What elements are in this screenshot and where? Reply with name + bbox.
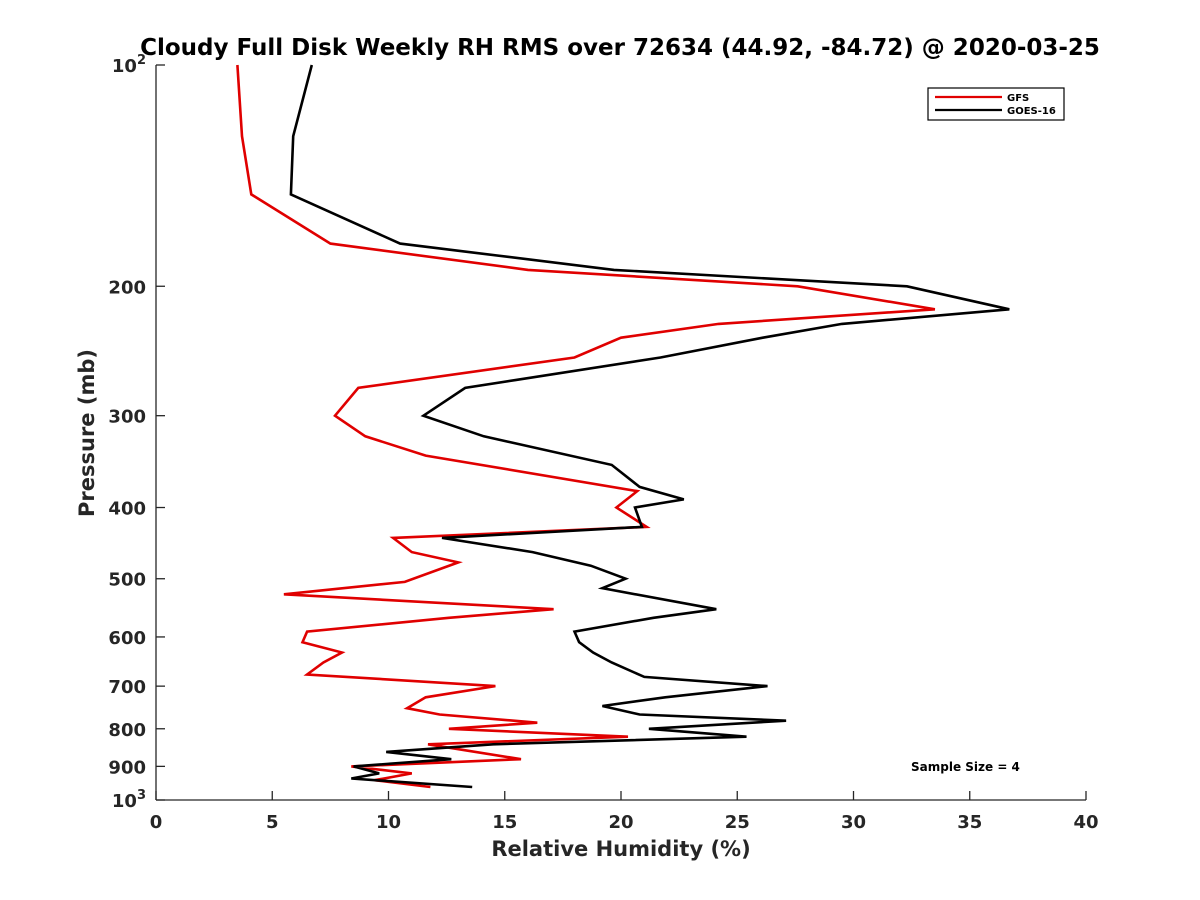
y-tick-label: 900 <box>108 757 146 778</box>
x-tick-label: 40 <box>1073 812 1098 833</box>
x-axis-ticks: 0 5 10 15 20 25 30 35 40 <box>150 791 1099 833</box>
sample-size-annotation: Sample Size = 4 <box>911 760 1020 774</box>
legend-label-goes16: GOES-16 <box>1007 106 1056 117</box>
y-tick-label: 800 <box>108 720 146 741</box>
series-line-goes16 <box>289 64 1010 789</box>
legend-box <box>927 87 1065 121</box>
x-tick-label: 20 <box>608 812 633 833</box>
legend: GFS GOES-16 <box>927 87 1065 121</box>
plot-area <box>236 64 1010 789</box>
axes <box>155 65 1086 801</box>
y-tick-label: 600 <box>108 628 146 649</box>
y-tick-label: 400 <box>108 499 146 520</box>
series-line-gfs <box>236 64 936 789</box>
y-tick-label: 103 <box>112 788 146 812</box>
y-tick-label: 300 <box>108 407 146 428</box>
y-tick-label: 500 <box>108 570 146 591</box>
y-axis-label: Pressure (mb) <box>75 349 99 517</box>
y-tick-label: 700 <box>108 677 146 698</box>
y-axis-ticks: 102 200 300 400 500 600 700 800 900 103 <box>108 53 165 812</box>
y-tick-label: 102 <box>112 53 146 77</box>
legend-label-gfs: GFS <box>1007 93 1029 104</box>
x-tick-label: 15 <box>492 812 517 833</box>
y-tick-label: 200 <box>108 277 146 298</box>
x-tick-label: 5 <box>266 812 279 833</box>
x-tick-label: 30 <box>841 812 866 833</box>
x-tick-label: 25 <box>725 812 750 833</box>
x-tick-label: 10 <box>376 812 401 833</box>
chart-title: Cloudy Full Disk Weekly RH RMS over 7263… <box>140 35 1100 61</box>
x-tick-label: 35 <box>957 812 982 833</box>
x-axis-label: Relative Humidity (%) <box>491 837 750 861</box>
x-tick-label: 0 <box>150 812 163 833</box>
